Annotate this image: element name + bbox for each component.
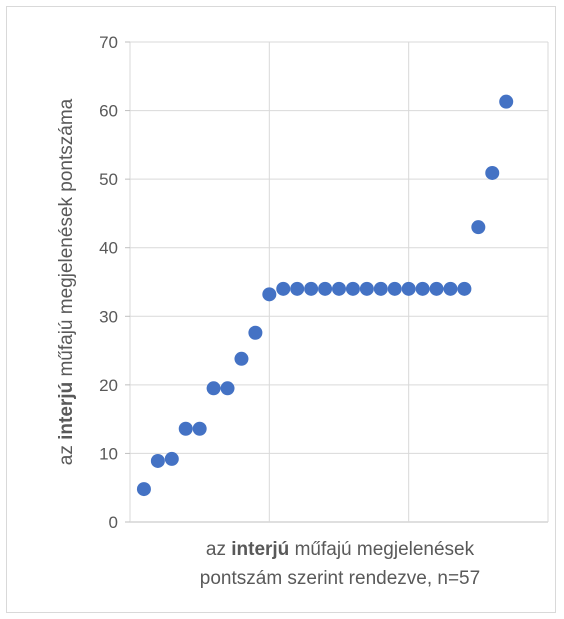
data-point <box>262 287 277 302</box>
y-tick-label: 70 <box>99 33 118 52</box>
data-point <box>457 281 472 296</box>
y-axis-title: az interjú műfajú megjelenések pontszáma <box>56 98 77 465</box>
data-point <box>471 220 486 235</box>
data-point <box>276 281 291 296</box>
data-point <box>318 281 333 296</box>
data-points <box>136 94 514 497</box>
data-point <box>150 453 165 468</box>
data-point <box>485 165 500 180</box>
data-point <box>192 421 207 436</box>
data-point <box>499 94 514 109</box>
data-point <box>332 281 346 296</box>
data-point <box>206 381 221 396</box>
data-point <box>304 281 319 296</box>
y-tick-label: 30 <box>99 307 118 326</box>
y-tick-label: 20 <box>99 376 118 395</box>
data-point <box>429 281 444 296</box>
y-tick-label: 40 <box>99 239 118 258</box>
x-axis-title-line1: az interjú műfajú megjelenések <box>206 539 475 560</box>
data-point <box>234 351 249 366</box>
y-tick-label: 10 <box>99 444 118 463</box>
data-point <box>359 281 374 296</box>
data-point <box>415 281 430 296</box>
data-point <box>387 281 402 296</box>
data-point <box>345 281 360 296</box>
grid <box>129 41 549 523</box>
data-point <box>164 451 179 466</box>
data-point <box>443 281 458 296</box>
data-point <box>136 482 151 497</box>
data-point <box>178 421 193 436</box>
chart-frame <box>6 6 556 613</box>
data-point <box>290 281 305 296</box>
y-tick-label: 0 <box>109 513 118 532</box>
data-point <box>220 381 235 396</box>
data-point <box>248 325 263 340</box>
y-axis-ticks: 0 10 20 30 40 50 60 70 <box>99 33 130 532</box>
data-point <box>373 281 388 296</box>
x-axis-title-line2: pontszám szerint rendezve, n=57 <box>200 568 480 589</box>
data-point <box>401 281 416 296</box>
y-tick-label: 60 <box>99 102 118 121</box>
y-tick-label: 50 <box>99 170 118 189</box>
